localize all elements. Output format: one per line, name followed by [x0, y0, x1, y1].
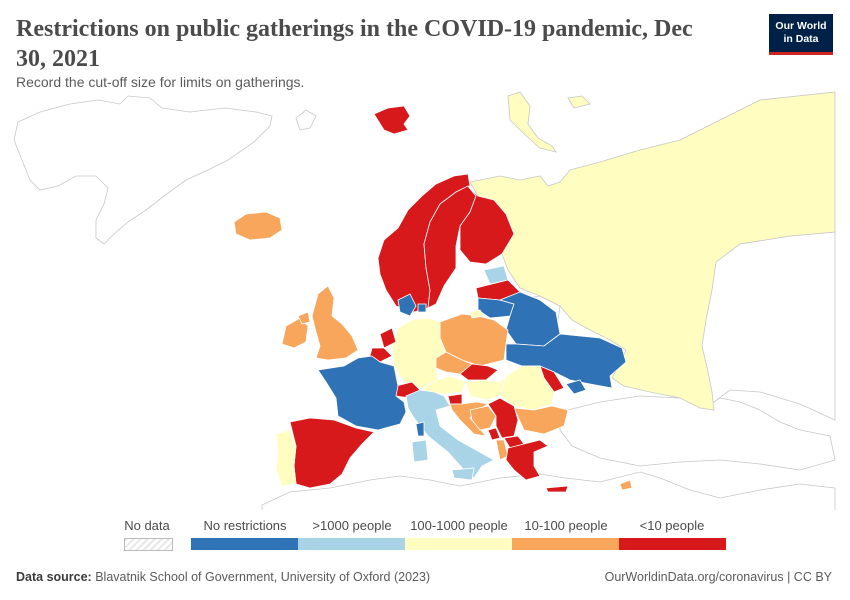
region-netherlands[interactable] — [379, 327, 397, 349]
footer-link[interactable]: OurWorldinData.org/coronavirus | CC BY — [604, 570, 832, 584]
legend-swatch-4[interactable] — [619, 538, 726, 550]
region-france[interactable] — [317, 355, 407, 431]
region-hungary[interactable] — [465, 375, 507, 401]
legend-label-2: 100-1000 people — [410, 518, 508, 533]
legend-label-4: <10 people — [639, 518, 705, 533]
legend-label-no-data: No data — [124, 518, 170, 533]
legend-swatch-0[interactable] — [191, 538, 298, 550]
region-northern-ireland[interactable] — [297, 311, 311, 325]
region-montenegro[interactable] — [487, 427, 501, 441]
region-denmark-island[interactable] — [417, 303, 427, 313]
region-bosnia[interactable] — [469, 405, 497, 431]
region-slovenia[interactable] — [447, 393, 463, 405]
region-franz-josef[interactable] — [567, 95, 591, 109]
data-source-label: Data source: — [16, 570, 92, 584]
region-romania[interactable] — [499, 365, 555, 411]
region-bulgaria[interactable] — [513, 405, 569, 435]
legend-swatch-3[interactable] — [512, 538, 619, 550]
region-corsica[interactable] — [415, 421, 425, 437]
region-serbia[interactable] — [487, 397, 519, 439]
region-denmark[interactable] — [397, 293, 417, 317]
legend-swatch-2[interactable] — [405, 538, 512, 550]
legend-swatch-no-data[interactable] — [124, 538, 173, 551]
legend-swatch-1[interactable] — [298, 538, 405, 550]
chart-title: Restrictions on public gatherings in the… — [16, 16, 693, 72]
legend-label-0: No restrictions — [203, 518, 287, 533]
region-sicily[interactable] — [451, 467, 475, 481]
owid-logo[interactable]: Our World in Data — [769, 14, 833, 55]
region-iceland[interactable] — [233, 211, 283, 241]
region-novaya-zemlya[interactable] — [507, 91, 557, 153]
region-central-asia — [699, 231, 836, 421]
legend: No data No restrictions >1000 people 100… — [0, 514, 850, 554]
data-source-text: Blavatnik School of Government, Universi… — [95, 570, 431, 584]
region-germany[interactable] — [391, 317, 447, 389]
region-slovakia[interactable] — [459, 363, 499, 381]
region-russia[interactable] — [469, 91, 836, 411]
region-cyprus[interactable] — [619, 479, 633, 491]
region-portugal[interactable] — [275, 429, 297, 487]
region-svalbard[interactable] — [373, 105, 411, 135]
logo-line-1: Our World — [775, 20, 827, 32]
legend-label-3: 10-100 people — [524, 518, 608, 533]
region-crete[interactable] — [545, 485, 569, 493]
logo-line-2: in Data — [783, 33, 819, 45]
europe-map — [13, 91, 836, 510]
chart-subtitle: Record the cut-off size for limits on ga… — [16, 74, 305, 90]
region-uk[interactable] — [311, 285, 359, 361]
legend-label-1: >1000 people — [312, 518, 392, 533]
region-croatia[interactable] — [449, 401, 490, 437]
region-greece[interactable] — [505, 439, 549, 481]
region-spain[interactable] — [289, 417, 375, 489]
region-finland[interactable] — [459, 185, 515, 265]
region-sardinia[interactable] — [411, 439, 429, 463]
region-crimea[interactable] — [565, 379, 587, 395]
region-kaliningrad[interactable] — [469, 309, 485, 319]
region-greenland[interactable] — [13, 95, 273, 245]
data-source: Data source: Blavatnik School of Governm… — [16, 570, 430, 584]
region-italy[interactable] — [405, 389, 495, 479]
region-svalbard-outline — [295, 109, 317, 131]
